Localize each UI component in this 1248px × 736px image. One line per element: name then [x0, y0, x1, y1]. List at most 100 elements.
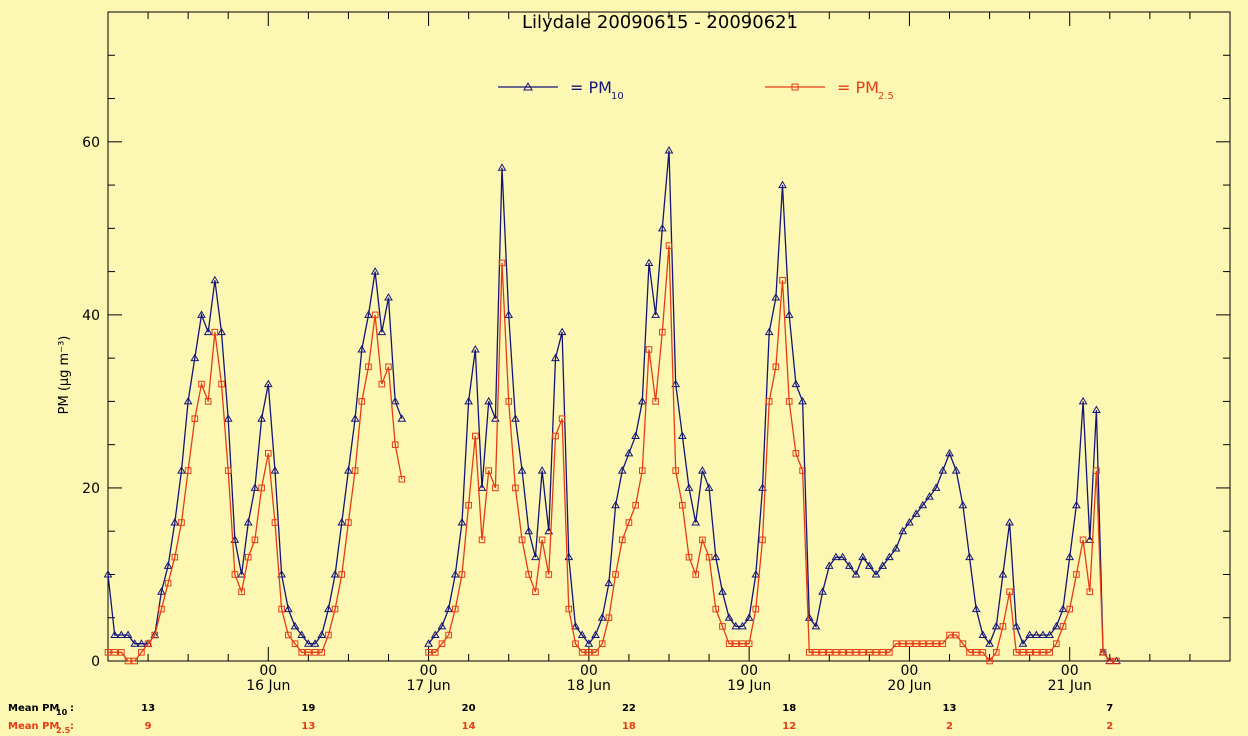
data-point-pm10	[931, 483, 941, 491]
data-point-pm10	[998, 569, 1008, 578]
data-point-pm10	[424, 639, 433, 647]
data-point-pm10	[731, 621, 741, 630]
data-point-pm25	[251, 536, 259, 544]
data-point-pm10	[497, 163, 507, 171]
data-point-pm25	[759, 536, 766, 544]
data-point-pm25	[305, 649, 312, 656]
x-tick-label-hour: 00	[259, 663, 277, 679]
data-point-pm25	[111, 649, 118, 656]
data-point-pm25	[558, 415, 566, 423]
data-point-pm10	[918, 500, 928, 509]
data-point-pm10	[457, 518, 467, 526]
data-point-pm25	[645, 346, 653, 353]
data-point-pm10	[290, 621, 300, 630]
data-point-pm25	[972, 649, 980, 656]
data-point-pm25	[765, 398, 773, 405]
y-tick-label: 0	[91, 654, 100, 670]
data-point-pm25	[318, 649, 326, 656]
data-point-pm10	[170, 518, 180, 526]
data-point-pm10	[684, 483, 694, 491]
data-point-pm10	[1031, 630, 1041, 639]
data-point-pm25	[371, 311, 379, 319]
data-point-pm10	[704, 483, 714, 491]
data-point-pm10	[444, 604, 453, 613]
data-point-pm25	[665, 242, 673, 249]
data-point-pm25	[625, 519, 633, 526]
data-point-pm10	[778, 180, 787, 189]
data-point-pm25	[1066, 605, 1074, 613]
data-point-pm25	[171, 553, 179, 561]
data-point-pm10	[677, 431, 687, 440]
data-point-pm25	[852, 649, 860, 656]
data-point-pm10	[764, 327, 774, 336]
x-tick-label-hour: 00	[901, 663, 919, 679]
data-point-pm10	[116, 630, 126, 639]
data-point-pm10	[1072, 500, 1081, 509]
data-point-pm25	[532, 588, 539, 596]
data-point-pm25	[218, 380, 225, 388]
data-point-pm25	[131, 657, 139, 665]
data-point-pm25	[618, 536, 626, 544]
chart-title: Lilydale 20090615 - 20090621	[522, 12, 798, 33]
data-point-pm25	[779, 276, 786, 284]
footer-pm25-label: Mean PM	[8, 721, 59, 732]
data-point-pm10	[718, 587, 727, 595]
data-point-pm10	[317, 630, 327, 639]
y-axis-label: PM (μg m⁻³)	[57, 336, 72, 415]
data-point-pm10	[1085, 535, 1095, 543]
y-tick-label: 20	[82, 481, 100, 497]
data-point-pm25	[211, 328, 219, 336]
data-point-pm25	[458, 571, 466, 578]
data-point-pm25	[264, 450, 272, 457]
data-point-pm25	[1053, 640, 1060, 647]
data-point-pm10	[551, 353, 560, 362]
data-point-pm25	[271, 519, 279, 526]
x-tick-label-date: 21 Jun	[1048, 678, 1092, 694]
data-point-pm25	[1079, 536, 1087, 544]
data-point-pm25	[238, 588, 245, 596]
footer-pm25-label-colon: :	[70, 721, 74, 732]
data-point-pm25	[819, 649, 826, 656]
data-point-pm25	[512, 484, 519, 492]
data-point-pm10	[851, 569, 861, 578]
footer-pm10-label: Mean PM	[8, 703, 59, 714]
data-point-pm25	[151, 631, 159, 639]
data-point-pm10	[437, 621, 447, 630]
footer-pm10-label-subscript: 10	[56, 708, 68, 717]
data-point-pm25	[872, 649, 880, 656]
data-point-pm10	[818, 587, 827, 595]
x-tick-label-date: 17 Jun	[407, 678, 451, 694]
data-point-pm25	[866, 649, 873, 656]
data-point-pm10	[738, 621, 747, 630]
data-point-pm10	[664, 145, 674, 154]
y-tick-label: 40	[82, 308, 100, 324]
data-point-pm25	[752, 605, 760, 613]
data-point-pm10	[283, 604, 293, 613]
data-point-pm25	[545, 571, 553, 578]
data-point-pm25	[632, 501, 639, 509]
data-point-pm10	[644, 258, 654, 266]
data-point-pm25	[465, 501, 472, 509]
legend-label-subscript: 2.5	[878, 91, 894, 102]
data-point-pm10	[384, 293, 393, 301]
data-point-pm25	[832, 649, 840, 656]
data-point-pm25	[278, 605, 285, 613]
data-point-pm10	[631, 431, 640, 440]
data-point-pm10	[257, 414, 266, 422]
data-point-pm10	[177, 466, 186, 474]
legend-label: = PM	[570, 78, 612, 97]
data-point-pm25	[859, 649, 866, 656]
data-point-pm25	[358, 398, 366, 405]
data-point-pm25	[659, 328, 666, 336]
footer-pm10-label-colon: :	[70, 703, 74, 714]
data-point-pm10	[611, 500, 620, 509]
data-point-pm25	[712, 605, 720, 613]
data-point-pm25	[846, 649, 853, 656]
data-point-pm10	[591, 630, 600, 639]
data-point-pm25	[525, 571, 533, 578]
data-point-pm10	[430, 630, 440, 639]
data-point-pm10	[183, 396, 193, 405]
data-point-pm10	[137, 639, 146, 647]
data-point-pm10	[925, 492, 934, 500]
data-point-pm25	[979, 649, 987, 656]
